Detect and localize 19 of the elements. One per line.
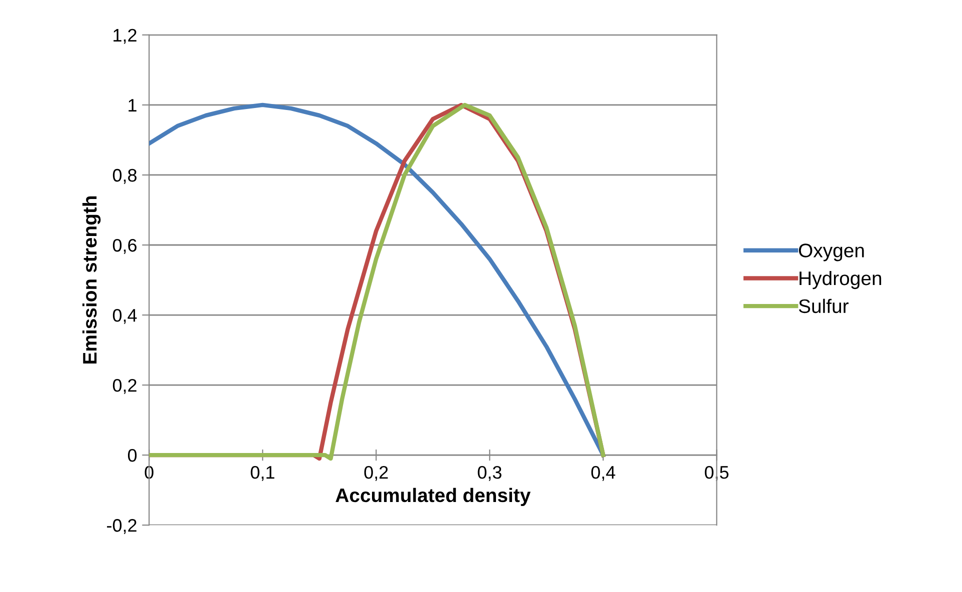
y-axis-title: Emission strength — [82, 196, 101, 364]
y-tick-label: 1 — [128, 99, 136, 112]
y-tick-label: 0,2 — [112, 378, 136, 394]
x-tick-label: 0,5 — [704, 466, 728, 481]
y-tick-label: 0,4 — [112, 308, 137, 324]
x-tick-label: 0,2 — [364, 466, 388, 481]
legend-label: Oxygen — [798, 244, 864, 262]
x-tick-label: 0,4 — [591, 466, 616, 481]
y-tick-label: 0 — [128, 449, 137, 462]
legend-label: Sulfur — [798, 298, 849, 314]
y-tick-label: -0,2 — [106, 519, 136, 534]
x-axis-title: Accumulated density — [336, 488, 531, 506]
x-tick-label: 0,1 — [250, 466, 274, 481]
y-tick-label: 0,8 — [112, 168, 137, 184]
y-tick-label: 0,6 — [112, 238, 137, 254]
legend-label: Hydrogen — [800, 270, 882, 290]
y-tick-label: 1,2 — [114, 28, 136, 44]
x-tick-label: 0 — [144, 466, 154, 479]
x-tick-label: 0,3 — [478, 466, 502, 481]
